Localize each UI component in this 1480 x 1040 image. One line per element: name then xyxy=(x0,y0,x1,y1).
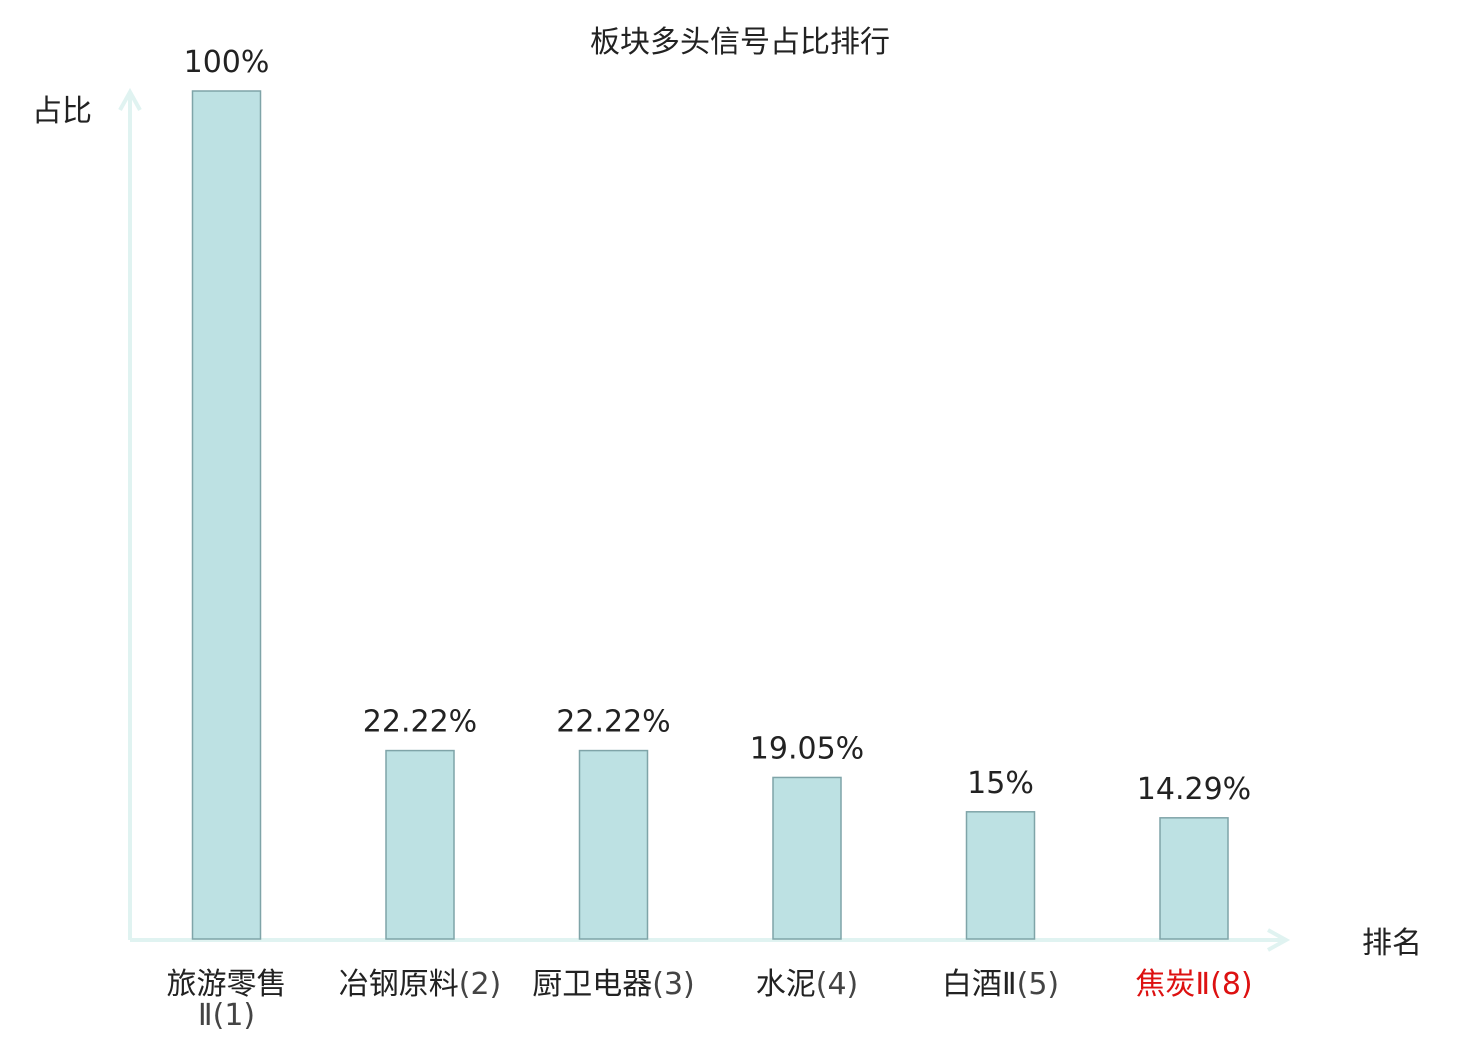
x-tick-rank: (2) xyxy=(459,967,502,1002)
y-axis-label: 占比 xyxy=(32,94,92,129)
x-tick-name: 水泥 xyxy=(756,967,816,1002)
x-tick-name: 焦炭Ⅱ xyxy=(1135,967,1210,1002)
bar xyxy=(965,811,1036,940)
bar xyxy=(385,749,455,940)
x-tick-label: 旅游零售 xyxy=(167,967,287,1002)
x-tick-label: 厨卫电器(3) xyxy=(532,967,695,1002)
bar xyxy=(772,776,842,940)
chart-title: 板块多头信号占比排行 xyxy=(590,25,890,60)
bar xyxy=(1159,817,1229,940)
x-tick-label: 冶钢原料(2) xyxy=(339,967,502,1002)
x-axis-label: 排名 xyxy=(1362,926,1422,961)
x-tick-rank: Ⅱ(1) xyxy=(198,998,255,1033)
x-tick-label: 水泥(4) xyxy=(756,967,859,1002)
data-label: 22.22% xyxy=(363,705,477,740)
data-label: 14.29% xyxy=(1137,772,1251,807)
x-tick-rank: (5) xyxy=(1017,967,1060,1002)
data-label: 100% xyxy=(184,45,270,80)
bar xyxy=(191,90,262,940)
x-tick-name: 白酒Ⅱ xyxy=(942,967,1017,1002)
data-label: 19.05% xyxy=(750,731,864,766)
x-tick-rank: (4) xyxy=(816,967,859,1002)
x-tick-rank: (8) xyxy=(1210,967,1253,1002)
bar xyxy=(578,749,649,940)
x-tick-name: 冶钢原料 xyxy=(339,967,459,1002)
x-axis-arrow xyxy=(1267,928,1291,952)
data-label: 22.22% xyxy=(556,705,670,740)
x-tick-name: 厨卫电器 xyxy=(532,967,652,1002)
x-tick-label: 焦炭Ⅱ(8) xyxy=(1135,967,1252,1002)
y-axis-arrow xyxy=(118,87,142,111)
x-tick-label: 白酒Ⅱ(5) xyxy=(942,967,1059,1002)
data-label: 15% xyxy=(967,766,1034,801)
x-tick-rank: (3) xyxy=(652,967,695,1002)
